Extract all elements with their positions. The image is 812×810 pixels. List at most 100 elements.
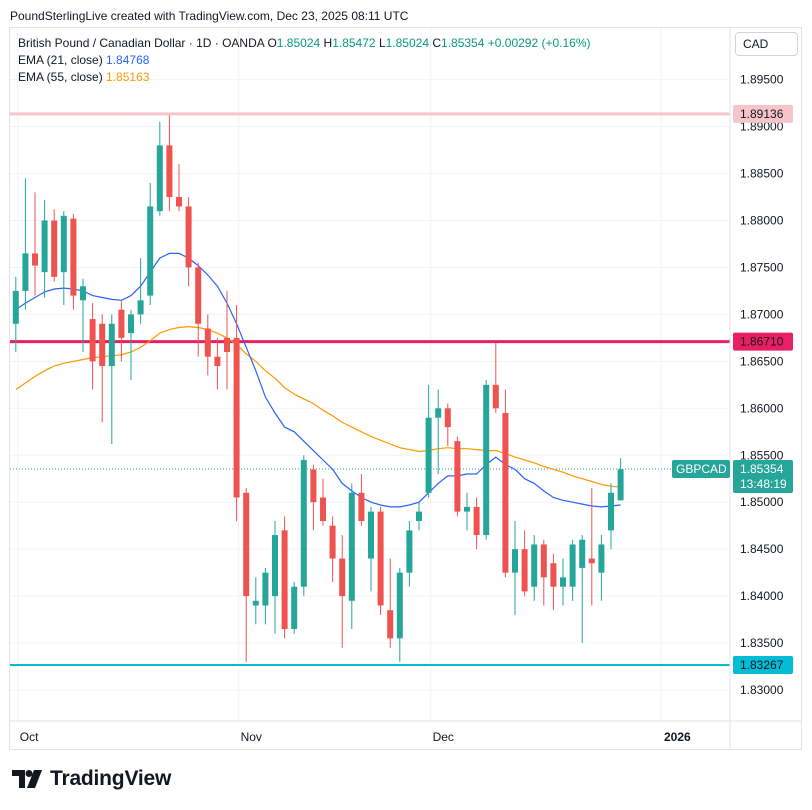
candle: [224, 290, 230, 390]
change-value: +0.00292 (+0.16%): [487, 36, 591, 50]
brand[interactable]: TradingView: [12, 767, 171, 791]
candle: [617, 458, 624, 501]
candle: [502, 389, 509, 578]
candle-body: [80, 286, 86, 301]
candle: [262, 567, 269, 625]
candle-body: [387, 610, 394, 639]
ema-21-line: [15, 252, 621, 508]
candle: [521, 530, 528, 597]
candle: [329, 516, 336, 583]
candle-body: [118, 309, 125, 338]
candle: [483, 380, 490, 540]
candle: [358, 474, 365, 526]
candle: [454, 436, 461, 517]
candle-body: [617, 469, 624, 501]
candle-body: [137, 300, 144, 315]
candle-body: [569, 544, 576, 587]
candle: [550, 553, 557, 611]
candle: [608, 483, 614, 550]
candle-body: [32, 253, 38, 266]
candle: [281, 516, 288, 639]
chart-frame: [9, 27, 802, 750]
ema21-row[interactable]: EMA (21, close) 1.84768: [18, 52, 591, 69]
candle: [598, 535, 605, 601]
candle-body: [348, 492, 355, 601]
candle: [99, 314, 106, 423]
candle: [579, 535, 586, 644]
candle: [492, 342, 499, 413]
candle: [70, 213, 77, 310]
candle: [195, 262, 202, 357]
candle-body: [128, 314, 134, 334]
price-tag-support: [733, 655, 793, 674]
candle: [464, 492, 470, 531]
ema55-row[interactable]: EMA (55, close) 1.85163: [18, 69, 591, 86]
ema-55-line: [15, 325, 621, 488]
candle: [377, 506, 384, 615]
candle: [300, 455, 307, 597]
y-tick-label: 1.85000: [740, 495, 784, 509]
chart-caption: PoundSterlingLive created with TradingVi…: [10, 9, 409, 23]
candle-body: [12, 290, 19, 324]
ema21-label: EMA (21, close): [18, 53, 103, 67]
candle: [204, 314, 211, 376]
candle-body: [512, 549, 518, 573]
candle-body: [176, 197, 182, 207]
candle-body: [300, 459, 307, 587]
candle: [252, 577, 259, 625]
candle-body: [41, 220, 48, 273]
candle-body: [51, 220, 58, 277]
candle-body: [262, 572, 269, 606]
x-tick-label: 2026: [664, 730, 691, 744]
candle: [272, 520, 278, 634]
candle: [512, 520, 518, 615]
candle: [243, 488, 250, 662]
candle-body: [560, 577, 566, 587]
candle: [128, 309, 134, 381]
candle: [156, 121, 163, 216]
price-tag-label: 1.86710: [740, 335, 784, 349]
candle-body: [454, 441, 461, 512]
open-value: 1.85024: [276, 36, 321, 50]
y-tick-label: 1.89000: [740, 120, 784, 134]
axes: 1.83000 1.83500 1.84000 1.84500 1.85000 1.855…: [10, 28, 802, 750]
y-tick-label: 1.84000: [740, 589, 784, 603]
price-tag-label: 1.89136: [740, 107, 784, 121]
grid-lines: [10, 28, 730, 721]
candle: [32, 192, 38, 296]
candle-body: [329, 525, 336, 559]
y-tick-label: 1.89500: [740, 73, 784, 87]
candle-body: [540, 544, 547, 578]
brand-name: TradingView: [50, 767, 172, 790]
candle: [368, 506, 374, 592]
current-price-label: 1.85354: [740, 462, 784, 476]
candle: [396, 567, 403, 662]
candle-body: [108, 323, 115, 367]
tradingview-logo-icon: [12, 770, 42, 788]
candle-body: [233, 337, 240, 498]
close-value: 1.85354: [441, 36, 485, 50]
price-tags: 1.89136 1.86710 1.83267 GBPCAD 1.8535413:48:…: [672, 104, 793, 674]
candle-body: [147, 206, 154, 296]
candle: [214, 337, 221, 390]
candle-body: [358, 492, 365, 521]
candle: [310, 464, 317, 531]
price-tag-resistance: [733, 332, 793, 351]
candle: [387, 558, 394, 648]
x-tick-label: Dec: [433, 730, 454, 744]
candle-body: [204, 328, 211, 357]
price-tag-label: 1.83267: [740, 658, 784, 672]
candle: [118, 300, 125, 362]
high-value: 1.85472: [332, 36, 376, 50]
candle-body: [320, 497, 326, 521]
high-label: H: [323, 36, 333, 50]
candle: [166, 115, 173, 212]
candle: [12, 276, 19, 352]
candle-body: [598, 544, 605, 573]
candle: [473, 497, 480, 550]
candle-body: [550, 563, 557, 587]
currency-button[interactable]: CAD: [735, 32, 798, 56]
candle: [444, 403, 451, 446]
candle: [569, 539, 576, 601]
